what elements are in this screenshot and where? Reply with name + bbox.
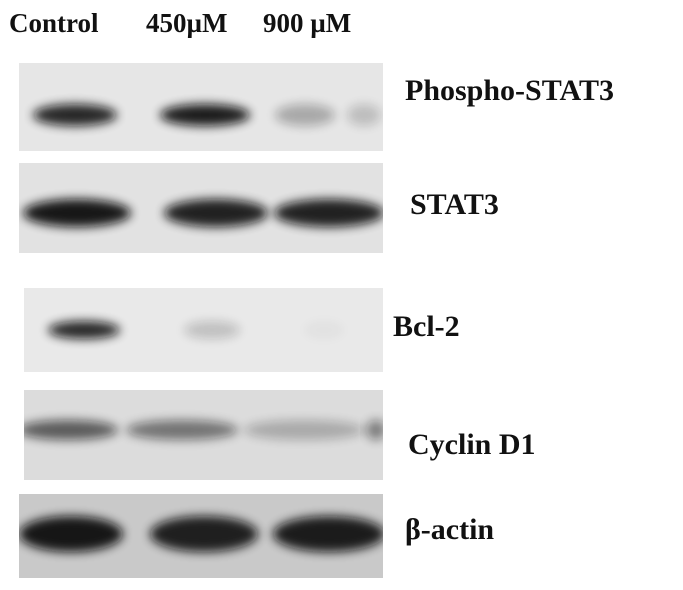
- band-beta-actin-lane-1: [19, 516, 123, 552]
- band-cyclin-d1-edge: [366, 420, 383, 440]
- band-bcl-2-lane-1: [48, 321, 120, 339]
- band-cyclin-d1-lane-2: [126, 420, 238, 440]
- band-phospho-stat3-lane-3: [275, 104, 335, 126]
- band-bcl-2-lane-2: [184, 321, 240, 339]
- blot-phospho-stat3: [19, 63, 383, 151]
- blot-stat3: [19, 163, 383, 253]
- band-cyclin-d1-lane-3: [244, 420, 364, 440]
- band-phospho-stat3-lane-1: [33, 104, 117, 126]
- blot-stat3-image: [19, 163, 383, 253]
- protein-label-beta-actin: β-actin: [405, 513, 495, 546]
- lane-header-450um: 450µM: [146, 8, 228, 38]
- lane-header-900um: 900 µM: [263, 8, 352, 38]
- blot-beta-actin-image: [19, 494, 383, 578]
- band-stat3-lane-1: [23, 199, 131, 227]
- band-cyclin-d1-lane-1: [24, 420, 118, 440]
- band-bcl-2-lane-3: [304, 321, 344, 339]
- lane-header-control: Control: [9, 8, 99, 38]
- protein-label-phospho-stat3: Phospho-STAT3: [405, 74, 614, 107]
- blot-cyclin-d1-image: [24, 390, 383, 480]
- band-phospho-stat3-lane-2: [160, 104, 250, 126]
- protein-label-cyclin-d1: Cyclin D1: [408, 428, 536, 461]
- band-beta-actin-lane-2: [150, 516, 258, 552]
- blot-beta-actin: [19, 494, 383, 578]
- band-phospho-stat3-lane-3b: [347, 104, 381, 126]
- band-stat3-lane-2: [164, 199, 268, 227]
- band-beta-actin-lane-3: [273, 516, 383, 552]
- protein-label-bcl-2: Bcl-2: [393, 310, 460, 343]
- protein-label-stat3: STAT3: [410, 188, 499, 221]
- blot-bcl-2-image: [24, 288, 383, 372]
- blot-bcl-2: [24, 288, 383, 372]
- blot-cyclin-d1: [24, 390, 383, 480]
- blot-phospho-stat3-image: [19, 63, 383, 151]
- band-stat3-lane-3: [274, 199, 383, 227]
